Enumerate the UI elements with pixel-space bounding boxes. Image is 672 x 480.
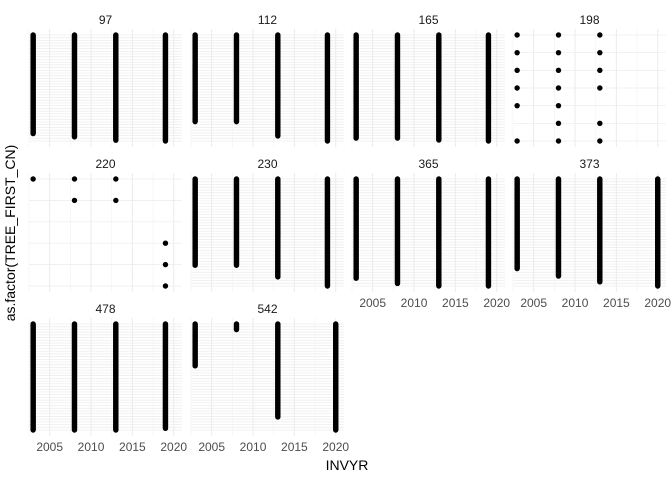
facet-strip-label: 97: [99, 13, 113, 27]
facet-panel-478: 478 2005 2010 2015 2020: [28, 302, 187, 454]
data-point-220-2019: [162, 283, 169, 289]
data-point-198-2003: [514, 102, 520, 109]
data-point-97-2003: [30, 32, 36, 38]
x-tick-label: 2020: [160, 440, 187, 454]
facet-strip-label: 478: [95, 302, 115, 316]
data-point-112-2003: [192, 32, 198, 38]
data-point-198-2008: [555, 138, 562, 144]
data-point-198-2003: [514, 85, 520, 91]
facet-panel-112: 112: [190, 13, 344, 147]
x-tick-label: 2020: [483, 296, 510, 310]
data-point-230-2013: [275, 176, 281, 182]
facet-strip-label: 230: [257, 157, 277, 171]
data-point-478-2008: [71, 321, 78, 327]
data-point-198-2003: [514, 67, 520, 74]
data-point-365-2008: [394, 176, 401, 182]
data-point-198-2013: [597, 67, 603, 74]
data-point-373-2013: [597, 176, 603, 182]
facet-panel-373: 373 2005 2010 2015 2020: [512, 157, 671, 310]
data-point-230-2008: [233, 176, 240, 182]
x-tick-label: 2015: [119, 440, 146, 454]
data-point-165-2019: [485, 32, 492, 38]
data-point-112-2008: [233, 32, 240, 38]
data-point-198-2008: [555, 32, 562, 38]
data-point-198-2008: [555, 49, 562, 56]
data-point-165-2003: [353, 32, 359, 38]
data-point-97-2013: [113, 32, 119, 38]
data-point-542-2020: [333, 321, 339, 327]
x-tick-label: 2015: [281, 440, 308, 454]
data-point-542-2003: [192, 321, 198, 327]
data-point-198-2008: [555, 85, 562, 91]
facet-strip-label: 542: [257, 302, 277, 316]
data-point-198-2013: [597, 120, 603, 127]
x-tick-label: 2015: [442, 296, 469, 310]
data-point-198-2003: [514, 138, 520, 144]
data-point-478-2013: [113, 321, 119, 327]
x-tick-label: 2020: [322, 440, 349, 454]
data-point-542-2013: [275, 321, 281, 327]
data-point-198-2013: [597, 32, 603, 38]
data-point-112-2019: [324, 32, 331, 38]
data-point-220-2013: [113, 197, 119, 204]
data-point-165-2013: [436, 32, 442, 38]
data-point-373-2003: [514, 176, 520, 182]
x-tick-label: 2010: [78, 440, 105, 454]
data-point-165-2008: [394, 32, 401, 38]
facet-panel-230: 230: [190, 157, 344, 292]
data-point-220-2019: [162, 261, 169, 268]
facet-panel-365: 365 2005 2010 2015 2020: [351, 157, 510, 310]
data-point-198-2003: [514, 49, 520, 56]
facet-strip-label: 112: [258, 13, 277, 27]
x-tick-label: 2005: [198, 440, 225, 454]
data-point-365-2003: [353, 176, 359, 182]
x-tick-label: 2010: [240, 440, 267, 454]
facet-panel-220: 220: [28, 157, 182, 292]
x-tick-label: 2005: [36, 440, 63, 454]
facet-panel-542: 542 2005 2010 2015 2020: [190, 302, 349, 454]
x-tick-label: 2005: [520, 296, 547, 310]
data-point-198-2008: [555, 120, 562, 127]
data-point-478-2003: [30, 321, 36, 327]
data-point-373-2008: [555, 176, 562, 182]
data-point-220-2003: [30, 176, 36, 182]
data-point-198-2008: [555, 102, 562, 109]
facet-strip-label: 165: [418, 13, 438, 27]
data-point-198-2003: [514, 32, 520, 38]
data-point-220-2008: [71, 176, 78, 182]
data-point-97-2008: [71, 32, 78, 38]
data-point-198-2013: [597, 138, 603, 144]
x-axis-title: INVYR: [326, 457, 369, 473]
data-point-198-2013: [597, 85, 603, 91]
data-point-220-2008: [71, 197, 78, 204]
facet-panel-97: 97: [28, 13, 182, 147]
data-point-373-2020: [655, 176, 661, 182]
facet-strip-label: 365: [418, 157, 438, 171]
data-point-230-2003: [192, 176, 198, 182]
facet-strip-label: 220: [95, 157, 115, 171]
x-tick-label: 2020: [644, 296, 671, 310]
facet-panel-198: 198: [512, 13, 666, 147]
y-axis-title: as.factor(TREE_FIRST_CN): [2, 145, 18, 322]
facet-strip-label: 198: [579, 13, 599, 27]
x-tick-label: 2015: [603, 296, 630, 310]
data-point-220-2013: [113, 176, 119, 182]
data-point-198-2013: [597, 49, 603, 56]
data-point-478-2019: [162, 321, 169, 327]
facet-strip-label: 373: [579, 157, 599, 171]
data-point-97-2019: [162, 32, 169, 38]
x-tick-label: 2010: [562, 296, 589, 310]
data-point-365-2013: [436, 176, 442, 182]
x-tick-label: 2005: [359, 296, 386, 310]
data-point-542-2008: [233, 321, 240, 327]
facet-panel-165: 165: [351, 13, 505, 147]
x-tick-label: 2010: [401, 296, 428, 310]
data-point-198-2008: [555, 67, 562, 74]
data-point-230-2019: [324, 176, 331, 182]
data-point-365-2019: [485, 176, 492, 182]
data-point-112-2013: [275, 32, 281, 38]
data-point-220-2019: [162, 240, 169, 246]
